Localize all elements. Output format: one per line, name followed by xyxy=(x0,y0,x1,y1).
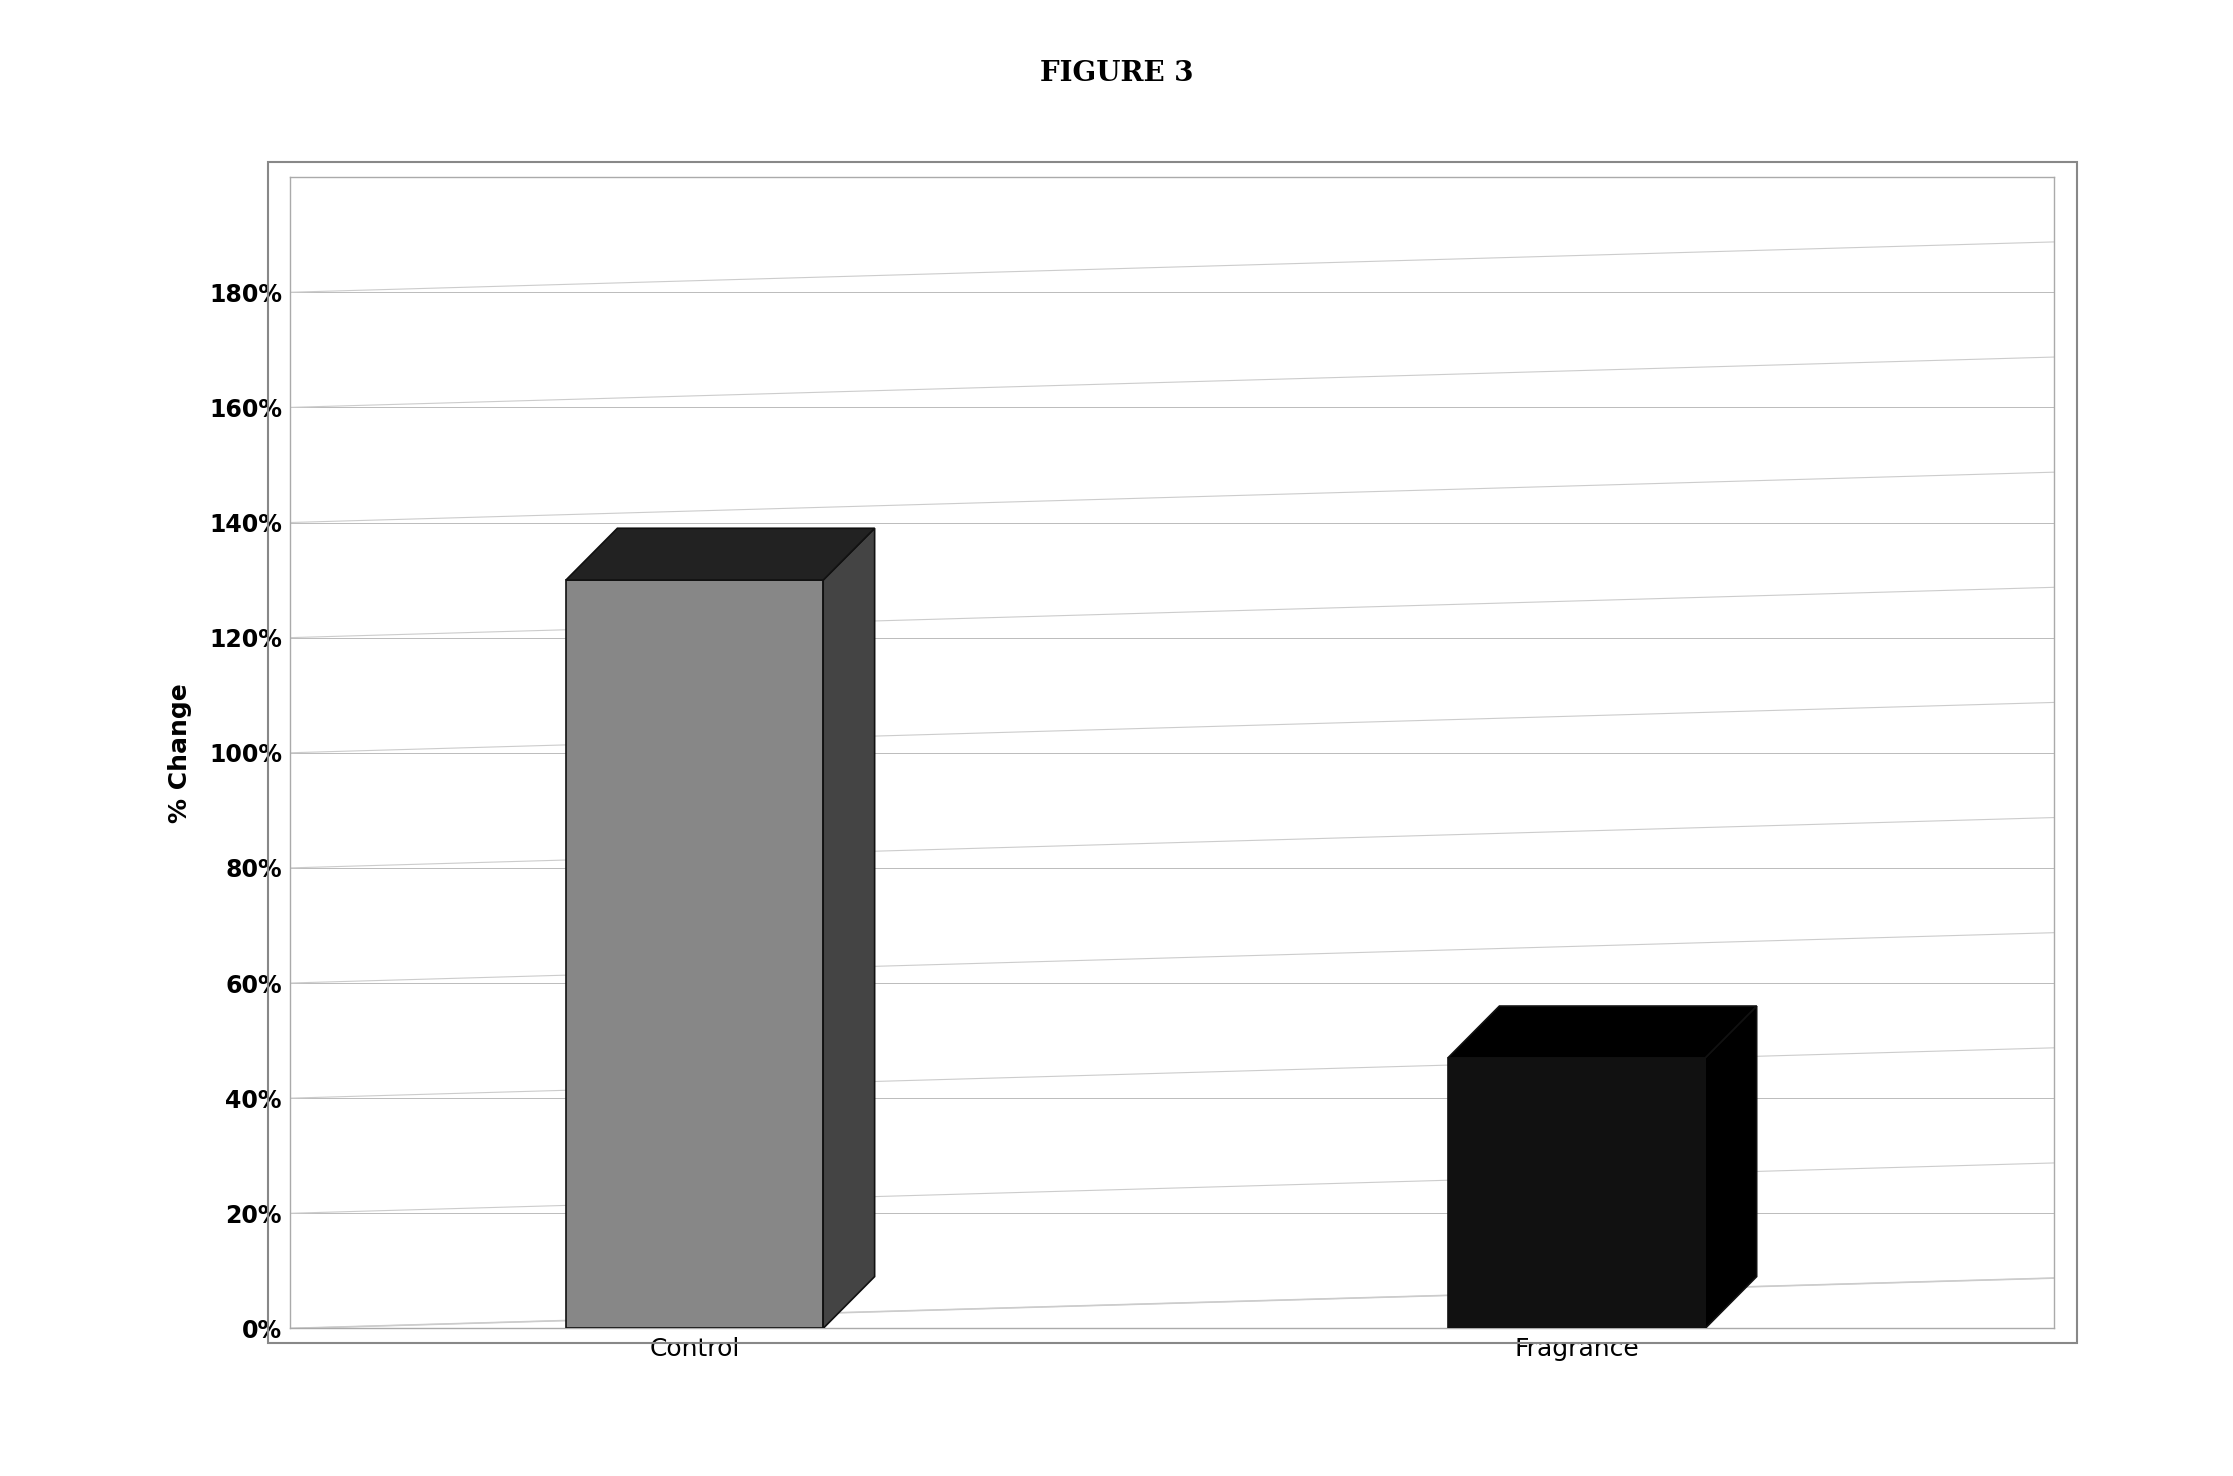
Polygon shape xyxy=(824,528,875,1328)
Polygon shape xyxy=(1706,1007,1757,1328)
Bar xyxy=(565,580,824,1328)
Bar xyxy=(1447,1058,1706,1328)
Text: FIGURE 3: FIGURE 3 xyxy=(1041,61,1192,87)
Polygon shape xyxy=(565,528,875,580)
Polygon shape xyxy=(1447,1007,1757,1058)
Y-axis label: % Change: % Change xyxy=(167,683,192,822)
